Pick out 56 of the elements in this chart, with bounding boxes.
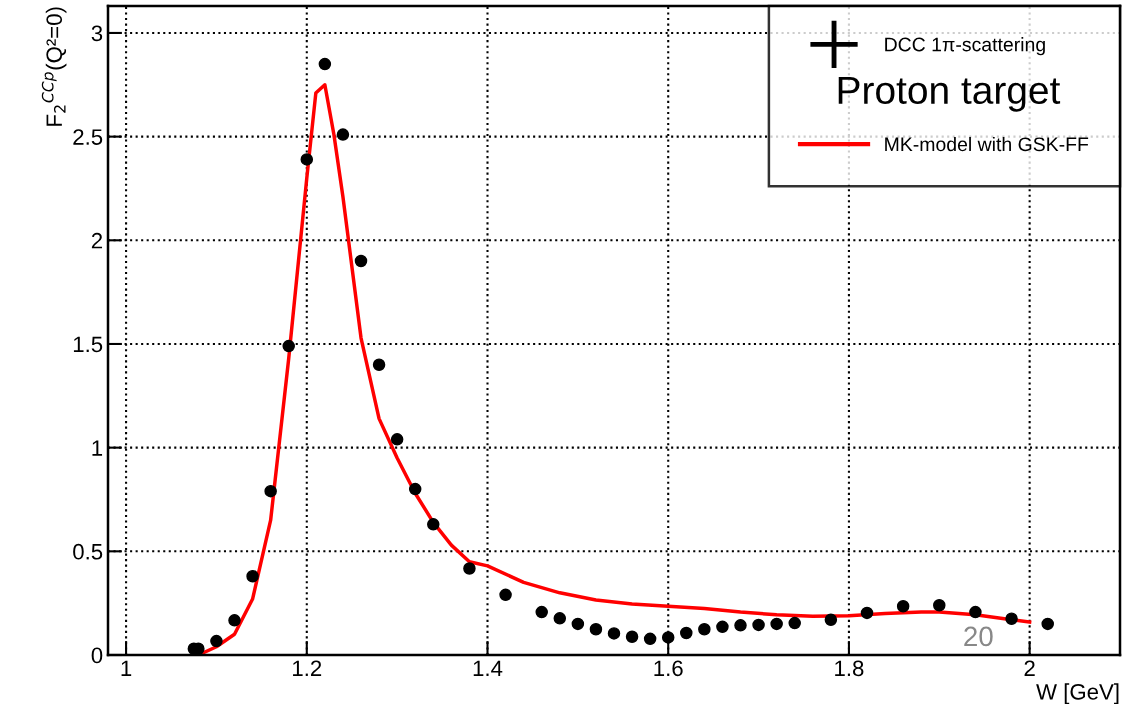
point: [824, 613, 838, 627]
y-tick-label: 0: [91, 647, 103, 664]
x-tick-label: 1.4: [473, 660, 503, 676]
point: [661, 631, 675, 644]
point: [716, 620, 729, 634]
point: [860, 606, 874, 620]
point: [535, 605, 548, 619]
legend-label: MK-model with GSK-FF: [885, 136, 1089, 152]
point: [969, 605, 982, 619]
point: [571, 617, 585, 631]
point: [228, 614, 241, 627]
point: [625, 630, 639, 644]
point: [589, 623, 603, 636]
point: [607, 627, 621, 640]
y-tick-label: 1: [92, 440, 103, 456]
annotation: Proton target: [838, 76, 1061, 112]
x-axis-title: W [GeV]: [1036, 683, 1119, 705]
point: [463, 562, 476, 575]
point: [300, 153, 314, 166]
point: [1005, 612, 1018, 625]
x-tick-label: 2: [1024, 660, 1035, 676]
point: [680, 626, 693, 640]
legend-label: DCC 1π-scattering: [885, 37, 1045, 56]
point: [246, 569, 259, 583]
point: [933, 598, 946, 612]
point: [499, 588, 512, 602]
point: [390, 433, 404, 446]
x-tick-label: 1.6: [654, 660, 683, 677]
point: [734, 619, 747, 632]
point: [553, 612, 567, 625]
annotation: 20: [964, 626, 993, 647]
point: [427, 518, 440, 531]
point: [752, 618, 765, 632]
point: [372, 358, 386, 371]
x-tick-label: 1: [121, 660, 132, 676]
point: [770, 617, 783, 631]
point: [336, 128, 350, 141]
y-tick-label: 3: [91, 25, 103, 42]
point: [282, 339, 295, 353]
point: [210, 634, 223, 648]
point: [1041, 617, 1054, 631]
y-axis-title: F$_{2}$$^{CCp}$(Q²=0): [41, 7, 67, 126]
x-tick-label: 1.2: [293, 660, 322, 676]
y-tick-label: 0.5: [73, 543, 103, 560]
y-tick-label: 2: [91, 232, 103, 249]
y-tick-label: 2.5: [73, 129, 103, 145]
point: [698, 623, 711, 636]
point: [408, 482, 422, 496]
point: [643, 632, 657, 646]
y-tick-label: 1.5: [73, 336, 103, 353]
point: [318, 57, 332, 71]
point: [788, 616, 801, 630]
point: [264, 484, 277, 498]
point: [896, 600, 910, 613]
x-tick-label: 1.8: [835, 660, 864, 677]
point: [354, 254, 368, 268]
